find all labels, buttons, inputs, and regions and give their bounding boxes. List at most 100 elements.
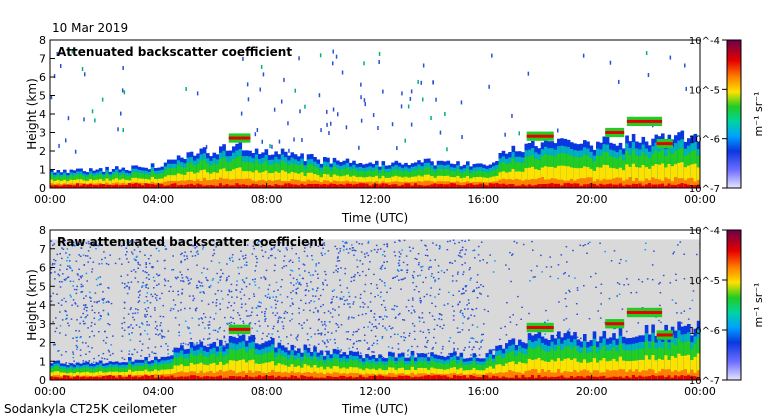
noise-pixel — [310, 300, 312, 302]
noise-pixel — [344, 242, 346, 244]
noise-pixel — [159, 333, 161, 335]
bl-cell — [290, 179, 295, 188]
noise-pixel — [464, 308, 466, 310]
bl-cell — [579, 178, 584, 188]
noise-pixel — [204, 316, 207, 318]
noise-pixel — [123, 317, 125, 319]
bl-cell — [102, 375, 106, 380]
noise-pixel — [339, 298, 342, 300]
bl-cell — [410, 377, 415, 380]
bl-cell — [303, 376, 308, 380]
bl-cell — [683, 375, 688, 380]
bl-cell — [124, 377, 129, 380]
noise-pixel — [449, 261, 451, 264]
noise-pixel — [73, 288, 76, 291]
cloud-base — [228, 327, 251, 331]
bl-cell — [258, 185, 262, 188]
noise-pixel — [283, 260, 285, 262]
bl-cell — [271, 369, 275, 380]
noise-pixel — [371, 323, 373, 325]
noise-pixel — [406, 264, 409, 266]
noise-pixel — [137, 296, 140, 299]
noise-pixel — [226, 278, 228, 281]
noise-pixel — [258, 287, 260, 289]
noise-pixel — [260, 302, 262, 304]
noise-pixel — [198, 318, 200, 320]
noise-pixel — [196, 250, 199, 252]
bl-cell — [323, 374, 327, 380]
bl-cell — [446, 184, 451, 188]
noise-pixel — [93, 243, 95, 245]
colorbar-1 — [726, 39, 742, 189]
noise-pixel — [203, 313, 205, 315]
bl-cell — [566, 166, 571, 188]
noise-pixel — [475, 307, 478, 310]
y-tick-label: 1 — [39, 164, 46, 177]
bl-cell — [527, 377, 532, 380]
bl-cell — [180, 184, 184, 188]
noise-pixel — [251, 311, 253, 313]
noise-pixel — [513, 240, 516, 243]
noise-pixel — [336, 296, 338, 298]
bl-cell — [547, 166, 551, 188]
noise-pixel — [169, 309, 172, 312]
noise-pixel — [196, 264, 198, 266]
bl-cell — [534, 185, 538, 188]
noise-pixel — [479, 260, 481, 262]
noise-pixel — [136, 351, 139, 353]
noise-pixel — [179, 244, 182, 246]
bl-cell — [300, 183, 304, 188]
noise-pixel — [339, 247, 342, 250]
noise-pixel — [407, 299, 410, 301]
noise-pixel — [516, 242, 518, 244]
noise-pixel — [197, 287, 199, 289]
noise-pixel — [448, 340, 450, 342]
bl-cell — [612, 358, 616, 380]
noise-pixel — [379, 296, 382, 298]
noise-pixel — [249, 322, 252, 324]
noise-pixel — [311, 288, 314, 290]
noise-pixel — [296, 278, 298, 281]
noise-pixel — [446, 240, 449, 243]
noise-pixel — [291, 302, 294, 304]
bl-cell — [475, 377, 480, 380]
bl-cell — [670, 377, 675, 380]
bl-cell — [553, 167, 558, 188]
bl-cell — [453, 375, 457, 380]
bl-cell — [137, 377, 142, 380]
noise-pixel — [85, 295, 87, 297]
noise-pixel — [363, 290, 366, 293]
noise-pixel — [396, 275, 398, 277]
noise-pixel — [255, 255, 257, 258]
noise-pixel — [318, 262, 320, 264]
noise-pixel — [72, 337, 74, 339]
bl-cell — [368, 185, 373, 188]
noise-pixel — [368, 355, 370, 357]
noise-pixel — [144, 314, 146, 316]
bl-cell — [293, 376, 298, 380]
bl-cell — [479, 183, 483, 188]
noise-pixel — [121, 357, 124, 359]
noise-pixel — [72, 299, 75, 301]
bl-cell — [456, 181, 460, 188]
noise-pixel — [251, 253, 254, 255]
bl-cell — [245, 362, 249, 380]
return-pixel — [71, 49, 74, 54]
noise-pixel — [437, 293, 440, 295]
bl-cell — [618, 183, 623, 188]
noise-pixel — [582, 245, 585, 247]
bl-cell — [245, 185, 249, 188]
noise-pixel — [170, 307, 173, 310]
bl-cell — [485, 375, 490, 380]
noise-pixel — [74, 302, 76, 304]
noise-pixel — [278, 316, 281, 318]
noise-pixel — [382, 318, 384, 320]
noise-pixel — [212, 301, 214, 304]
noise-pixel — [292, 277, 295, 279]
noise-pixel — [151, 266, 154, 269]
noise-pixel — [76, 273, 79, 275]
noise-pixel — [320, 252, 323, 254]
noise-pixel — [402, 278, 405, 280]
noise-pixel — [426, 249, 428, 251]
noise-pixel — [61, 319, 64, 321]
